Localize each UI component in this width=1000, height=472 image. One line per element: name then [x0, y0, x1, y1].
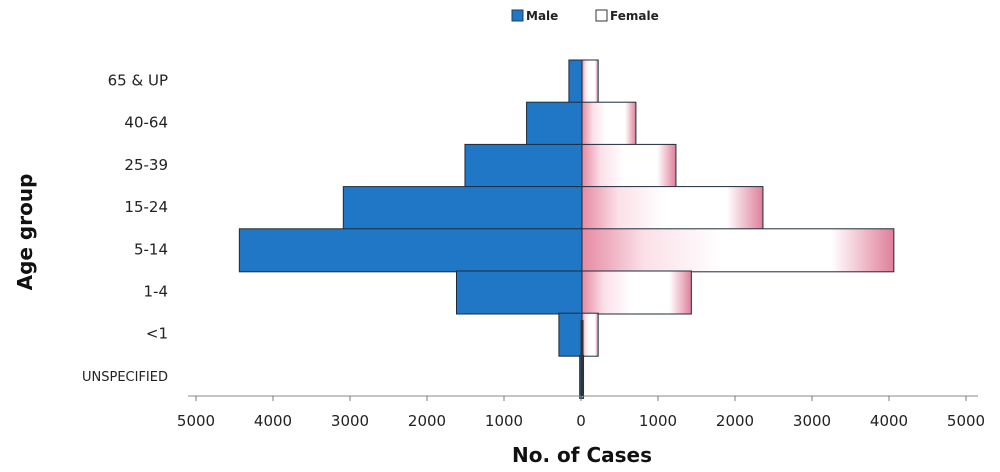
category-label-group: 65 & UP 40-64 25-39 15-24 5-14 1-4 <1 UNSPECIFI… [82, 72, 168, 385]
category-label: 1-4 [144, 283, 169, 301]
category-label: <1 [146, 325, 168, 343]
legend-swatch-male [512, 10, 523, 21]
legend-label-male: Male [526, 9, 558, 23]
male-bar [559, 313, 582, 356]
male-bar [527, 102, 582, 145]
x-tick-label: 0 [576, 412, 586, 430]
x-tick-label: 1000 [485, 412, 523, 430]
male-bars [239, 60, 582, 398]
male-bar [343, 187, 582, 230]
x-tick-label: 3000 [793, 412, 831, 430]
x-tick-label: 2000 [408, 412, 446, 430]
female-bar [582, 271, 691, 314]
x-tick-label: 4000 [870, 412, 908, 430]
male-bar [239, 229, 582, 272]
y-axis-title: Age group [13, 174, 37, 291]
female-bar [582, 313, 598, 356]
category-label: 15-24 [124, 198, 168, 216]
x-tick-label: 2000 [716, 412, 754, 430]
x-tick-label: 1000 [639, 412, 677, 430]
x-tick-label: 5000 [947, 412, 985, 430]
female-bar [582, 229, 894, 272]
female-bars [582, 60, 894, 398]
male-bar [465, 144, 582, 187]
x-axis-title: No. of Cases [512, 443, 652, 467]
female-bar [582, 60, 598, 103]
female-bar [582, 102, 636, 145]
female-bar [582, 144, 676, 187]
x-tick-label: 5000 [177, 412, 215, 430]
male-bar [456, 271, 582, 314]
legend-label-female: Female [610, 9, 659, 23]
legend-swatch-female [596, 10, 607, 21]
category-label: 40-64 [124, 114, 168, 132]
x-tick-label: 4000 [254, 412, 292, 430]
x-tick-label: 3000 [331, 412, 369, 430]
female-bar [582, 187, 763, 230]
category-label: 5-14 [134, 240, 168, 258]
male-bar [569, 60, 582, 103]
category-label: 25-39 [124, 156, 168, 174]
x-axis: 5000 4000 3000 2000 1000 0 1000 2000 3000 4000 500… [177, 320, 985, 430]
category-label: 65 & UP [108, 72, 168, 90]
category-label: UNSPECIFIED [82, 370, 168, 385]
legend: Male Female [512, 9, 659, 23]
